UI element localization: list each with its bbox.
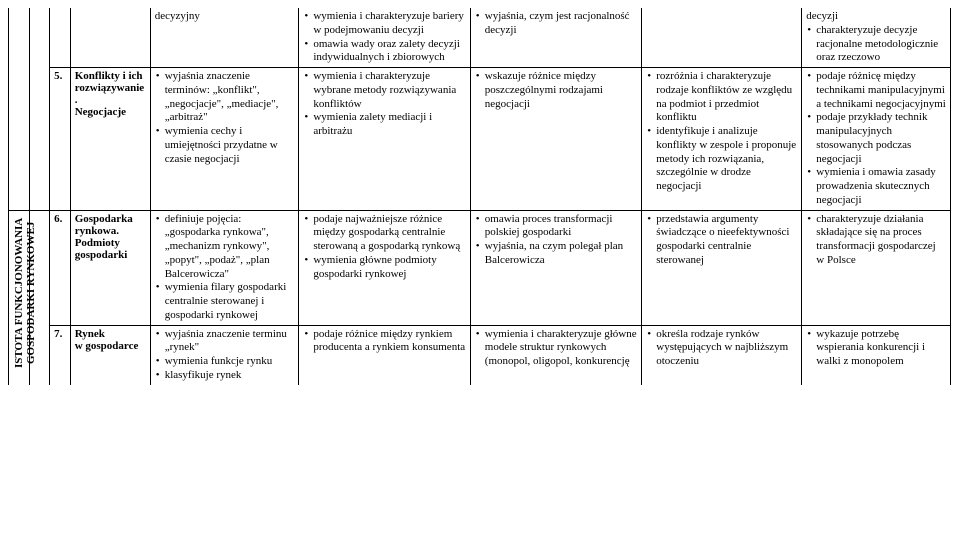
topic-line: w gospodarce: [75, 340, 146, 352]
col-5: wyjaśnia, czym jest racjonalność decyzji: [470, 8, 641, 68]
list-item: charakteryzuje decyzje racjonalne metodo…: [806, 24, 946, 65]
list-item: wskazuje różnice między poszczególnymi r…: [475, 70, 637, 111]
topic-name-cell: Gospodarka rynkowa. Podmioty gospodarki: [70, 210, 150, 325]
topic-line: gospodarki: [75, 249, 146, 261]
table-row: ISTOTA FUNKCJONOWANIA GOSPODARKI RYNKOWE…: [9, 210, 951, 325]
topic-num-cell: 7.: [50, 325, 71, 385]
topic-line: rynkowa.: [75, 225, 146, 237]
topic-line: Negocjacje: [75, 106, 146, 118]
col-6: określa rodzaje rynków występujących w n…: [642, 325, 802, 385]
list-item: rozróżnia i charakteryzuje rodzaje konfl…: [646, 70, 797, 125]
list-item: omawia proces transformacji polskiej gos…: [475, 213, 637, 241]
list-item: charakteryzuje działania składające się …: [806, 213, 946, 268]
list-item: klasyfikuje rynek: [155, 369, 295, 383]
col-7: decyzji charakteryzuje decyzje racjonaln…: [802, 8, 951, 68]
list-item: wymienia zalety mediacji i arbitrażu: [303, 111, 465, 139]
curriculum-table: decyzyjny wymienia i charakteryzuje bari…: [8, 8, 951, 385]
col-3: wyjaśnia znaczenie terminu „rynek" wymie…: [150, 325, 299, 385]
topic-line: Konflikty i ich: [75, 70, 146, 82]
topic-name-cell: [70, 8, 150, 68]
topic-line: Podmioty: [75, 237, 146, 249]
table-row: decyzyjny wymienia i charakteryzuje bari…: [9, 8, 951, 68]
list-item: wymienia główne podmioty gospodarki rynk…: [303, 254, 465, 282]
list-item: wymienia funkcje rynku: [155, 355, 295, 369]
col-3: decyzyjny: [150, 8, 299, 68]
list-item: wyjaśnia znaczenie terminu „rynek": [155, 328, 295, 356]
list-item: wyjaśnia znaczenie terminów: „konflikt",…: [155, 70, 295, 125]
col-5: wymienia i charakteryzuje główne modele …: [470, 325, 641, 385]
col-6: [642, 8, 802, 68]
list-item: wykazuje potrzebę wspierania konkurencji…: [806, 328, 946, 369]
col-7: podaje różnicę między technikami manipul…: [802, 68, 951, 211]
list-item: wymienia i charakteryzuje bariery w pode…: [303, 10, 465, 38]
list-item: podaje najważniejsze różnice między gosp…: [303, 213, 465, 254]
topic-num: 6.: [54, 213, 62, 225]
list-item: wymienia i charakteryzuje główne modele …: [475, 328, 637, 369]
topic-line: rozwiązywanie.: [75, 82, 146, 106]
list-item: wyjaśnia, czym jest racjonalność decyzji: [475, 10, 637, 38]
col-4: podaje różnice między rynkiem producenta…: [299, 325, 470, 385]
table-row: 7. Rynek w gospodarce wyjaśnia znaczenie…: [9, 325, 951, 385]
col-7: charakteryzuje działania składające się …: [802, 210, 951, 325]
topic-num: 7.: [54, 328, 62, 340]
topic-num-cell: [50, 8, 71, 68]
topic-num-cell: 5.: [50, 68, 71, 211]
section-col-1: ISTOTA FUNKCJONOWANIA GOSPODARKI RYNKOWE…: [9, 210, 30, 385]
topic-num: 5.: [54, 70, 62, 82]
list-item: identyfikuje i analizuje konflikty w zes…: [646, 125, 797, 194]
list-item: podaje różnicę między technikami manipul…: [806, 70, 946, 111]
col-5: wskazuje różnice między poszczególnymi r…: [470, 68, 641, 211]
topic-name-cell: Konflikty i ich rozwiązywanie. Negocjacj…: [70, 68, 150, 211]
section-col-2: [29, 8, 50, 210]
list-item: omawia wady oraz zalety decyzji indywidu…: [303, 38, 465, 66]
list-item: przedstawia argumenty świadczące o nieef…: [646, 213, 797, 268]
section-label: ISTOTA FUNKCJONOWANIA GOSPODARKI RYNKOWE…: [13, 213, 37, 373]
list-item: wymienia i charakteryzuje wybrane metody…: [303, 70, 465, 111]
section-label-text: ISTOTA FUNKCJONOWANIA GOSPODARKI RYNKOWE…: [13, 217, 37, 367]
col-7: wykazuje potrzebę wspierania konkurencji…: [802, 325, 951, 385]
topic-num-cell: 6.: [50, 210, 71, 325]
list-item: podaje różnice między rynkiem producenta…: [303, 328, 465, 356]
section-col-1: [9, 8, 30, 210]
col-6: przedstawia argumenty świadczące o nieef…: [642, 210, 802, 325]
list-item: definiuje pojęcia: „gospodarka rynkowa",…: [155, 213, 295, 282]
list-item: określa rodzaje rynków występujących w n…: [646, 328, 797, 369]
topic-name-cell: Rynek w gospodarce: [70, 325, 150, 385]
col-4: wymienia i charakteryzuje bariery w pode…: [299, 8, 470, 68]
list-item: wymienia i omawia zasady prowadzenia sku…: [806, 166, 946, 207]
list-item: podaje przykłady technik manipulacyjnych…: [806, 111, 946, 166]
topic-line: Rynek: [75, 328, 146, 340]
list-item: wyjaśnia, na czym polegał plan Balcerowi…: [475, 240, 637, 268]
cell-text: decyzyjny: [155, 10, 295, 24]
col-5: omawia proces transformacji polskiej gos…: [470, 210, 641, 325]
table-row: 5. Konflikty i ich rozwiązywanie. Negocj…: [9, 68, 951, 211]
list-item: wymienia cechy i umiejętności przydatne …: [155, 125, 295, 166]
topic-line: Gospodarka: [75, 213, 146, 225]
col-4: podaje najważniejsze różnice między gosp…: [299, 210, 470, 325]
col-6: rozróżnia i charakteryzuje rodzaje konfl…: [642, 68, 802, 211]
list-item: wymienia filary gospodarki centralnie st…: [155, 281, 295, 322]
col-3: definiuje pojęcia: „gospodarka rynkowa",…: [150, 210, 299, 325]
col-3: wyjaśnia znaczenie terminów: „konflikt",…: [150, 68, 299, 211]
cell-text: decyzji: [806, 10, 946, 24]
col-4: wymienia i charakteryzuje wybrane metody…: [299, 68, 470, 211]
